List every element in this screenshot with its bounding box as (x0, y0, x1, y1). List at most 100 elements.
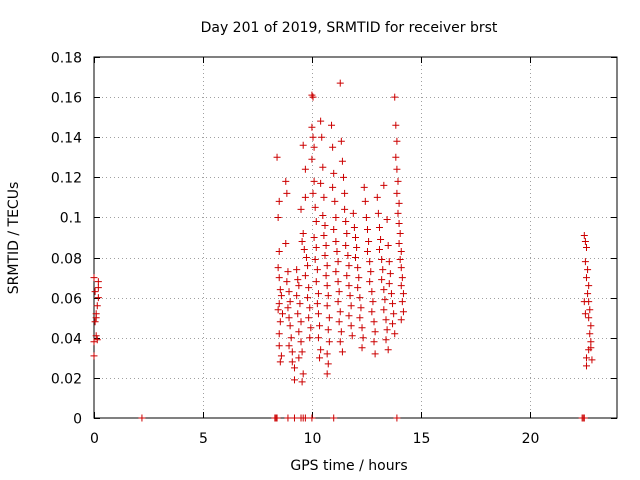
data-point (306, 304, 314, 312)
data-point (275, 342, 283, 350)
data-point (363, 248, 371, 256)
axis-ticks: 0 0.02 0.04 0.06 0.08 0.1 0.12 0.14 0.16 0.18 0 5 10… (51, 51, 617, 447)
data-point (92, 314, 100, 322)
data-point (297, 205, 305, 213)
x-tick-label: 5 (199, 431, 208, 447)
data-point (300, 246, 308, 254)
data-point (582, 354, 590, 362)
data-point (283, 278, 291, 286)
data-point (397, 264, 405, 272)
data-point (90, 338, 98, 346)
data-point (353, 244, 361, 252)
data-point (581, 238, 589, 246)
data-point (330, 169, 338, 177)
data-point (275, 300, 283, 308)
data-point (362, 213, 370, 221)
data-point (293, 266, 301, 274)
data-point (284, 304, 292, 312)
data-point (273, 153, 281, 161)
y-tick-label: 0.08 (51, 252, 82, 268)
data-point (580, 231, 588, 239)
data-point (391, 93, 399, 101)
data-point (378, 256, 386, 264)
data-point (350, 223, 358, 231)
data-point (393, 137, 401, 145)
data-point (396, 256, 404, 264)
data-point (380, 306, 388, 314)
data-point (297, 338, 305, 346)
data-point (304, 294, 312, 302)
data-point (316, 322, 324, 330)
x-tick-label: 10 (304, 431, 322, 447)
data-point (317, 117, 325, 125)
data-point (389, 320, 397, 328)
x-axis-label: GPS time / hours (290, 458, 407, 474)
data-point (336, 308, 344, 316)
y-tick-label: 0.16 (51, 91, 82, 107)
data-point (94, 284, 102, 292)
data-point (346, 292, 354, 300)
data-point (299, 370, 307, 378)
data-point (347, 322, 355, 330)
data-point (581, 258, 589, 266)
data-point (295, 282, 303, 290)
data-point (312, 244, 320, 252)
data-point (334, 278, 342, 286)
data-point (584, 290, 592, 298)
data-point (284, 414, 292, 422)
data-point (321, 221, 329, 229)
plot-frame (93, 56, 618, 419)
data-point (345, 282, 353, 290)
data-point (307, 324, 315, 332)
data-point (352, 254, 359, 262)
data-point (90, 352, 98, 360)
data-point (338, 157, 346, 165)
y-tick-label: 0.04 (51, 332, 82, 348)
data-point (274, 213, 282, 221)
data-point (322, 272, 330, 280)
data-point (380, 181, 388, 189)
data-point (394, 209, 402, 217)
data-point (284, 268, 292, 276)
data-point (366, 278, 374, 286)
data-point (337, 328, 345, 336)
data-point (275, 330, 283, 338)
data-point (314, 310, 322, 318)
data-point (298, 348, 306, 356)
data-point (314, 290, 322, 298)
data-point (393, 414, 401, 422)
data-point (293, 292, 301, 300)
data-point (93, 302, 101, 310)
data-point (324, 360, 332, 368)
data-point (319, 211, 327, 219)
data-point (384, 242, 392, 250)
data-point (310, 177, 318, 185)
data-point (357, 304, 365, 312)
data-point (323, 262, 331, 270)
data-points (90, 79, 596, 422)
data-point (309, 133, 317, 141)
data-point (396, 229, 404, 237)
data-point (387, 290, 395, 298)
data-point (363, 225, 371, 233)
data-point (329, 183, 337, 191)
data-point (374, 209, 382, 217)
x-tick-label: 15 (413, 431, 431, 447)
data-point (342, 217, 350, 225)
data-point (287, 334, 295, 342)
data-point (390, 310, 398, 318)
data-point (391, 330, 399, 338)
data-point (356, 314, 364, 322)
data-point (361, 197, 369, 205)
data-point (296, 300, 304, 308)
data-point (94, 294, 102, 302)
data-point (369, 298, 377, 306)
data-point (275, 274, 283, 282)
data-point (358, 324, 366, 332)
data-point (375, 246, 383, 254)
data-point (334, 298, 342, 306)
y-axis-label: SRMTID / TECUs (6, 182, 22, 295)
data-point (368, 288, 376, 296)
data-point (336, 338, 344, 346)
data-point (274, 264, 282, 272)
